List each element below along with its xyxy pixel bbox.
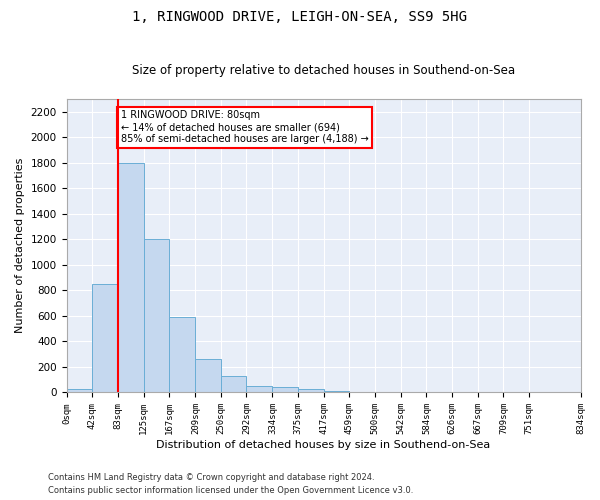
Bar xyxy=(196,360,221,392)
Title: Size of property relative to detached houses in Southend-on-Sea: Size of property relative to detached ho… xyxy=(132,64,515,77)
Bar xyxy=(143,240,169,392)
Text: 1 RINGWOOD DRIVE: 80sqm
← 14% of detached houses are smaller (694)
85% of semi-d: 1 RINGWOOD DRIVE: 80sqm ← 14% of detache… xyxy=(121,110,368,144)
Bar xyxy=(169,317,196,392)
Bar xyxy=(221,376,247,392)
X-axis label: Distribution of detached houses by size in Southend-on-Sea: Distribution of detached houses by size … xyxy=(157,440,491,450)
Bar xyxy=(298,388,323,392)
Bar xyxy=(118,163,143,392)
Bar xyxy=(323,390,349,392)
Text: Contains HM Land Registry data © Crown copyright and database right 2024.
Contai: Contains HM Land Registry data © Crown c… xyxy=(48,474,413,495)
Bar xyxy=(67,390,92,392)
Bar xyxy=(272,386,298,392)
Y-axis label: Number of detached properties: Number of detached properties xyxy=(15,158,25,334)
Bar xyxy=(92,284,118,393)
Text: 1, RINGWOOD DRIVE, LEIGH-ON-SEA, SS9 5HG: 1, RINGWOOD DRIVE, LEIGH-ON-SEA, SS9 5HG xyxy=(133,10,467,24)
Bar xyxy=(247,386,272,392)
